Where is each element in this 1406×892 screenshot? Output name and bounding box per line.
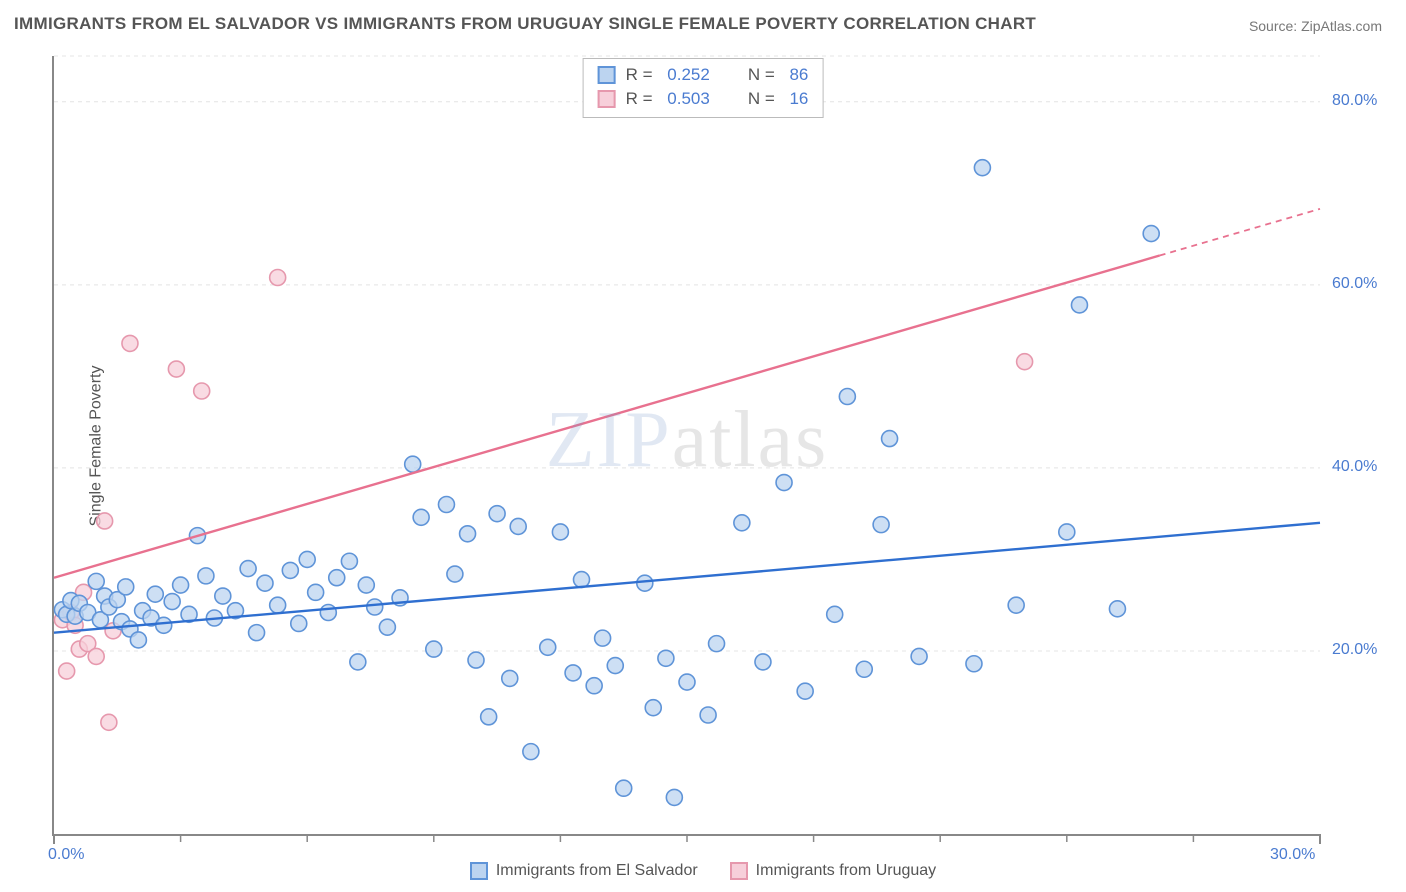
- stat-r-label: R =: [626, 87, 658, 111]
- y-tick-label: 80.0%: [1332, 92, 1377, 110]
- legend-label: Immigrants from Uruguay: [756, 862, 937, 879]
- legend-swatch: [598, 90, 616, 108]
- stats-row: R = 0.503 N = 16: [598, 87, 809, 111]
- stat-n-label: N =: [748, 63, 780, 87]
- legend-swatch: [730, 862, 748, 880]
- y-tick-label: 20.0%: [1332, 641, 1377, 659]
- x-tick-label: 30.0%: [1270, 846, 1315, 864]
- y-tick-label: 40.0%: [1332, 458, 1377, 476]
- stat-r-value: 0.252: [667, 63, 710, 87]
- legend-swatch: [470, 862, 488, 880]
- x-tick-label: 0.0%: [48, 846, 84, 864]
- stat-r-value: 0.503: [667, 87, 710, 111]
- stat-n-label: N =: [748, 87, 780, 111]
- plot-svg: [54, 56, 1320, 834]
- chart-title: IMMIGRANTS FROM EL SALVADOR VS IMMIGRANT…: [14, 14, 1036, 34]
- legend-swatch: [598, 66, 616, 84]
- y-tick-label: 60.0%: [1332, 275, 1377, 293]
- plot-area: ZIPatlas: [52, 56, 1320, 836]
- stats-row: R = 0.252 N = 86: [598, 63, 809, 87]
- legend-item: Immigrants from El Salvador: [470, 862, 698, 880]
- legend-bottom: Immigrants from El Salvador Immigrants fr…: [0, 862, 1406, 880]
- legend-item: Immigrants from Uruguay: [730, 862, 937, 880]
- stats-legend-box: R = 0.252 N = 86 R = 0.503 N = 16: [583, 58, 824, 118]
- stat-n-value: 86: [789, 63, 808, 87]
- stat-r-label: R =: [626, 63, 658, 87]
- legend-label: Immigrants from El Salvador: [496, 862, 698, 879]
- stat-n-value: 16: [789, 87, 808, 111]
- source-label: Source: ZipAtlas.com: [1249, 18, 1382, 34]
